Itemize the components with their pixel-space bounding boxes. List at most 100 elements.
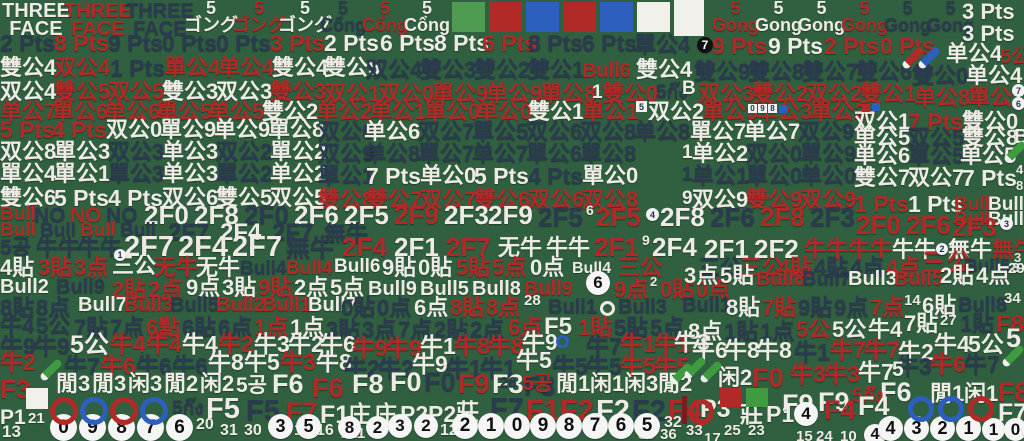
result-label: 双公4 <box>366 57 423 82</box>
result-label: 0 Pts <box>880 33 935 59</box>
result-label: 单公4 <box>966 63 1023 88</box>
result-label: 6点 <box>414 295 449 320</box>
result-label: 3点 <box>362 317 397 342</box>
result-label: F6 <box>312 373 344 403</box>
result-label: 无牛 <box>196 255 241 280</box>
result-label: 28 <box>524 292 541 309</box>
result-label: Bull7 <box>308 294 357 316</box>
ring-icon <box>110 397 138 425</box>
result-label: 牛4 <box>934 331 970 357</box>
result-label: 单公5 <box>854 125 911 150</box>
result-label: 15 <box>796 428 813 441</box>
result-label: 7 Pts <box>908 109 963 135</box>
result-label: 双公1 <box>324 81 381 106</box>
result-label: 雙公0 <box>962 109 1019 134</box>
result-label: 單公5 <box>472 119 529 144</box>
result-label: 閒3 <box>56 371 91 396</box>
result-label: 6点 <box>508 315 543 340</box>
result-label: 雙公5 <box>54 79 111 104</box>
result-label: 2F8 <box>660 202 705 232</box>
number-ball: 6 <box>1012 97 1024 110</box>
result-label: 24 <box>816 428 833 441</box>
result-label: 双公1 <box>854 109 911 134</box>
result-label: 8点 <box>688 319 723 344</box>
result-label: 8 <box>1016 178 1024 193</box>
result-label: 5公 <box>968 331 1004 357</box>
result-label: 7貼 <box>762 295 797 320</box>
result-label: 雙公0 <box>602 81 659 106</box>
result-label: THREE FACE <box>126 0 194 41</box>
result-label: F4 <box>824 395 856 425</box>
result-label: F0 <box>752 363 784 393</box>
result-label: 牛4 <box>868 317 903 342</box>
result-label: 三公 <box>698 255 743 280</box>
result-label: 双公7 <box>908 165 965 190</box>
result-label: 2F3 <box>444 200 489 230</box>
result-label: 单公9 <box>214 117 271 142</box>
result-label: 單公3 <box>702 99 759 124</box>
result-label: Bull <box>80 220 116 241</box>
result-label: P1 <box>0 406 26 429</box>
result-label: 双公3 <box>216 79 273 104</box>
result-label: 单公5 <box>960 143 1017 168</box>
number-ball: 3 <box>1000 217 1013 230</box>
result-label: 單公1 <box>54 161 111 186</box>
result-label: 單公3 <box>108 161 165 186</box>
result-label: 2F4 <box>220 219 262 246</box>
result-label: 2F7 <box>272 219 314 246</box>
result-label: 6貼 <box>182 315 217 340</box>
result-label: 9 <box>642 232 650 248</box>
result-square <box>674 0 704 36</box>
result-label: 4点 <box>850 255 885 280</box>
result-label: 5貼 <box>614 315 649 340</box>
result-label: 無牛 <box>948 237 993 262</box>
result-label: 三公 <box>922 249 973 277</box>
result-label: 9貼 <box>382 255 417 280</box>
result-label: 2F9 <box>488 200 533 230</box>
number-ball: 2 <box>936 243 948 255</box>
result-label: 0 Pts <box>162 30 217 56</box>
result-label: 牛9 <box>412 351 448 377</box>
result-label: 21 <box>28 410 45 427</box>
result-label: 36 <box>660 426 677 441</box>
result-label: 雙公2 <box>262 99 319 124</box>
result-label: 双公6 <box>162 185 219 210</box>
result-label: 牛1 <box>420 333 456 359</box>
result-label: 9点 <box>834 295 869 320</box>
result-label: 2 <box>650 274 658 289</box>
result-label: 牛3 <box>790 361 826 387</box>
result-label: 單公4 <box>164 55 221 80</box>
color-chip <box>746 388 768 407</box>
result-label: 单公6 <box>854 143 911 168</box>
result-label: 9 Pts <box>108 30 163 56</box>
result-label: 2F1 <box>704 234 749 264</box>
result-label: Bull1 <box>682 294 731 316</box>
result-label: 牛6 <box>930 351 966 377</box>
result-label: Bull5 <box>420 278 469 300</box>
result-label: 5ก๊ง <box>852 386 884 407</box>
number-ball: 8 <box>556 413 582 439</box>
result-label: 1点 <box>254 315 289 340</box>
result-label: 2F1 <box>394 232 439 262</box>
result-label: F0 <box>390 367 422 397</box>
result-label: 2F7 <box>124 231 174 263</box>
result-label: 0貼 <box>341 295 376 320</box>
result-label: 5 Pts <box>0 117 55 143</box>
result-label: 双公2 <box>216 139 273 164</box>
result-label: 8 Pts <box>528 30 583 56</box>
result-label: 单公2 <box>316 99 373 124</box>
result-label: 單公0 <box>424 99 481 124</box>
result-label: 牛3 <box>280 349 316 375</box>
result-label: 閒2 <box>164 371 199 396</box>
result-label: 8貼 <box>726 295 761 320</box>
result-label: 1点 <box>760 319 795 344</box>
result-label: 2F5 <box>344 200 389 230</box>
result-label: 牛牛 <box>804 237 849 262</box>
result-label: 3 Pts <box>962 21 1015 46</box>
result-label: 0貼 <box>418 255 453 280</box>
result-label: 2F5 <box>538 202 583 232</box>
result-label: 双公5 <box>270 185 327 210</box>
result-label: 双公8 <box>582 187 639 212</box>
result-label: Bull2 <box>0 276 49 298</box>
